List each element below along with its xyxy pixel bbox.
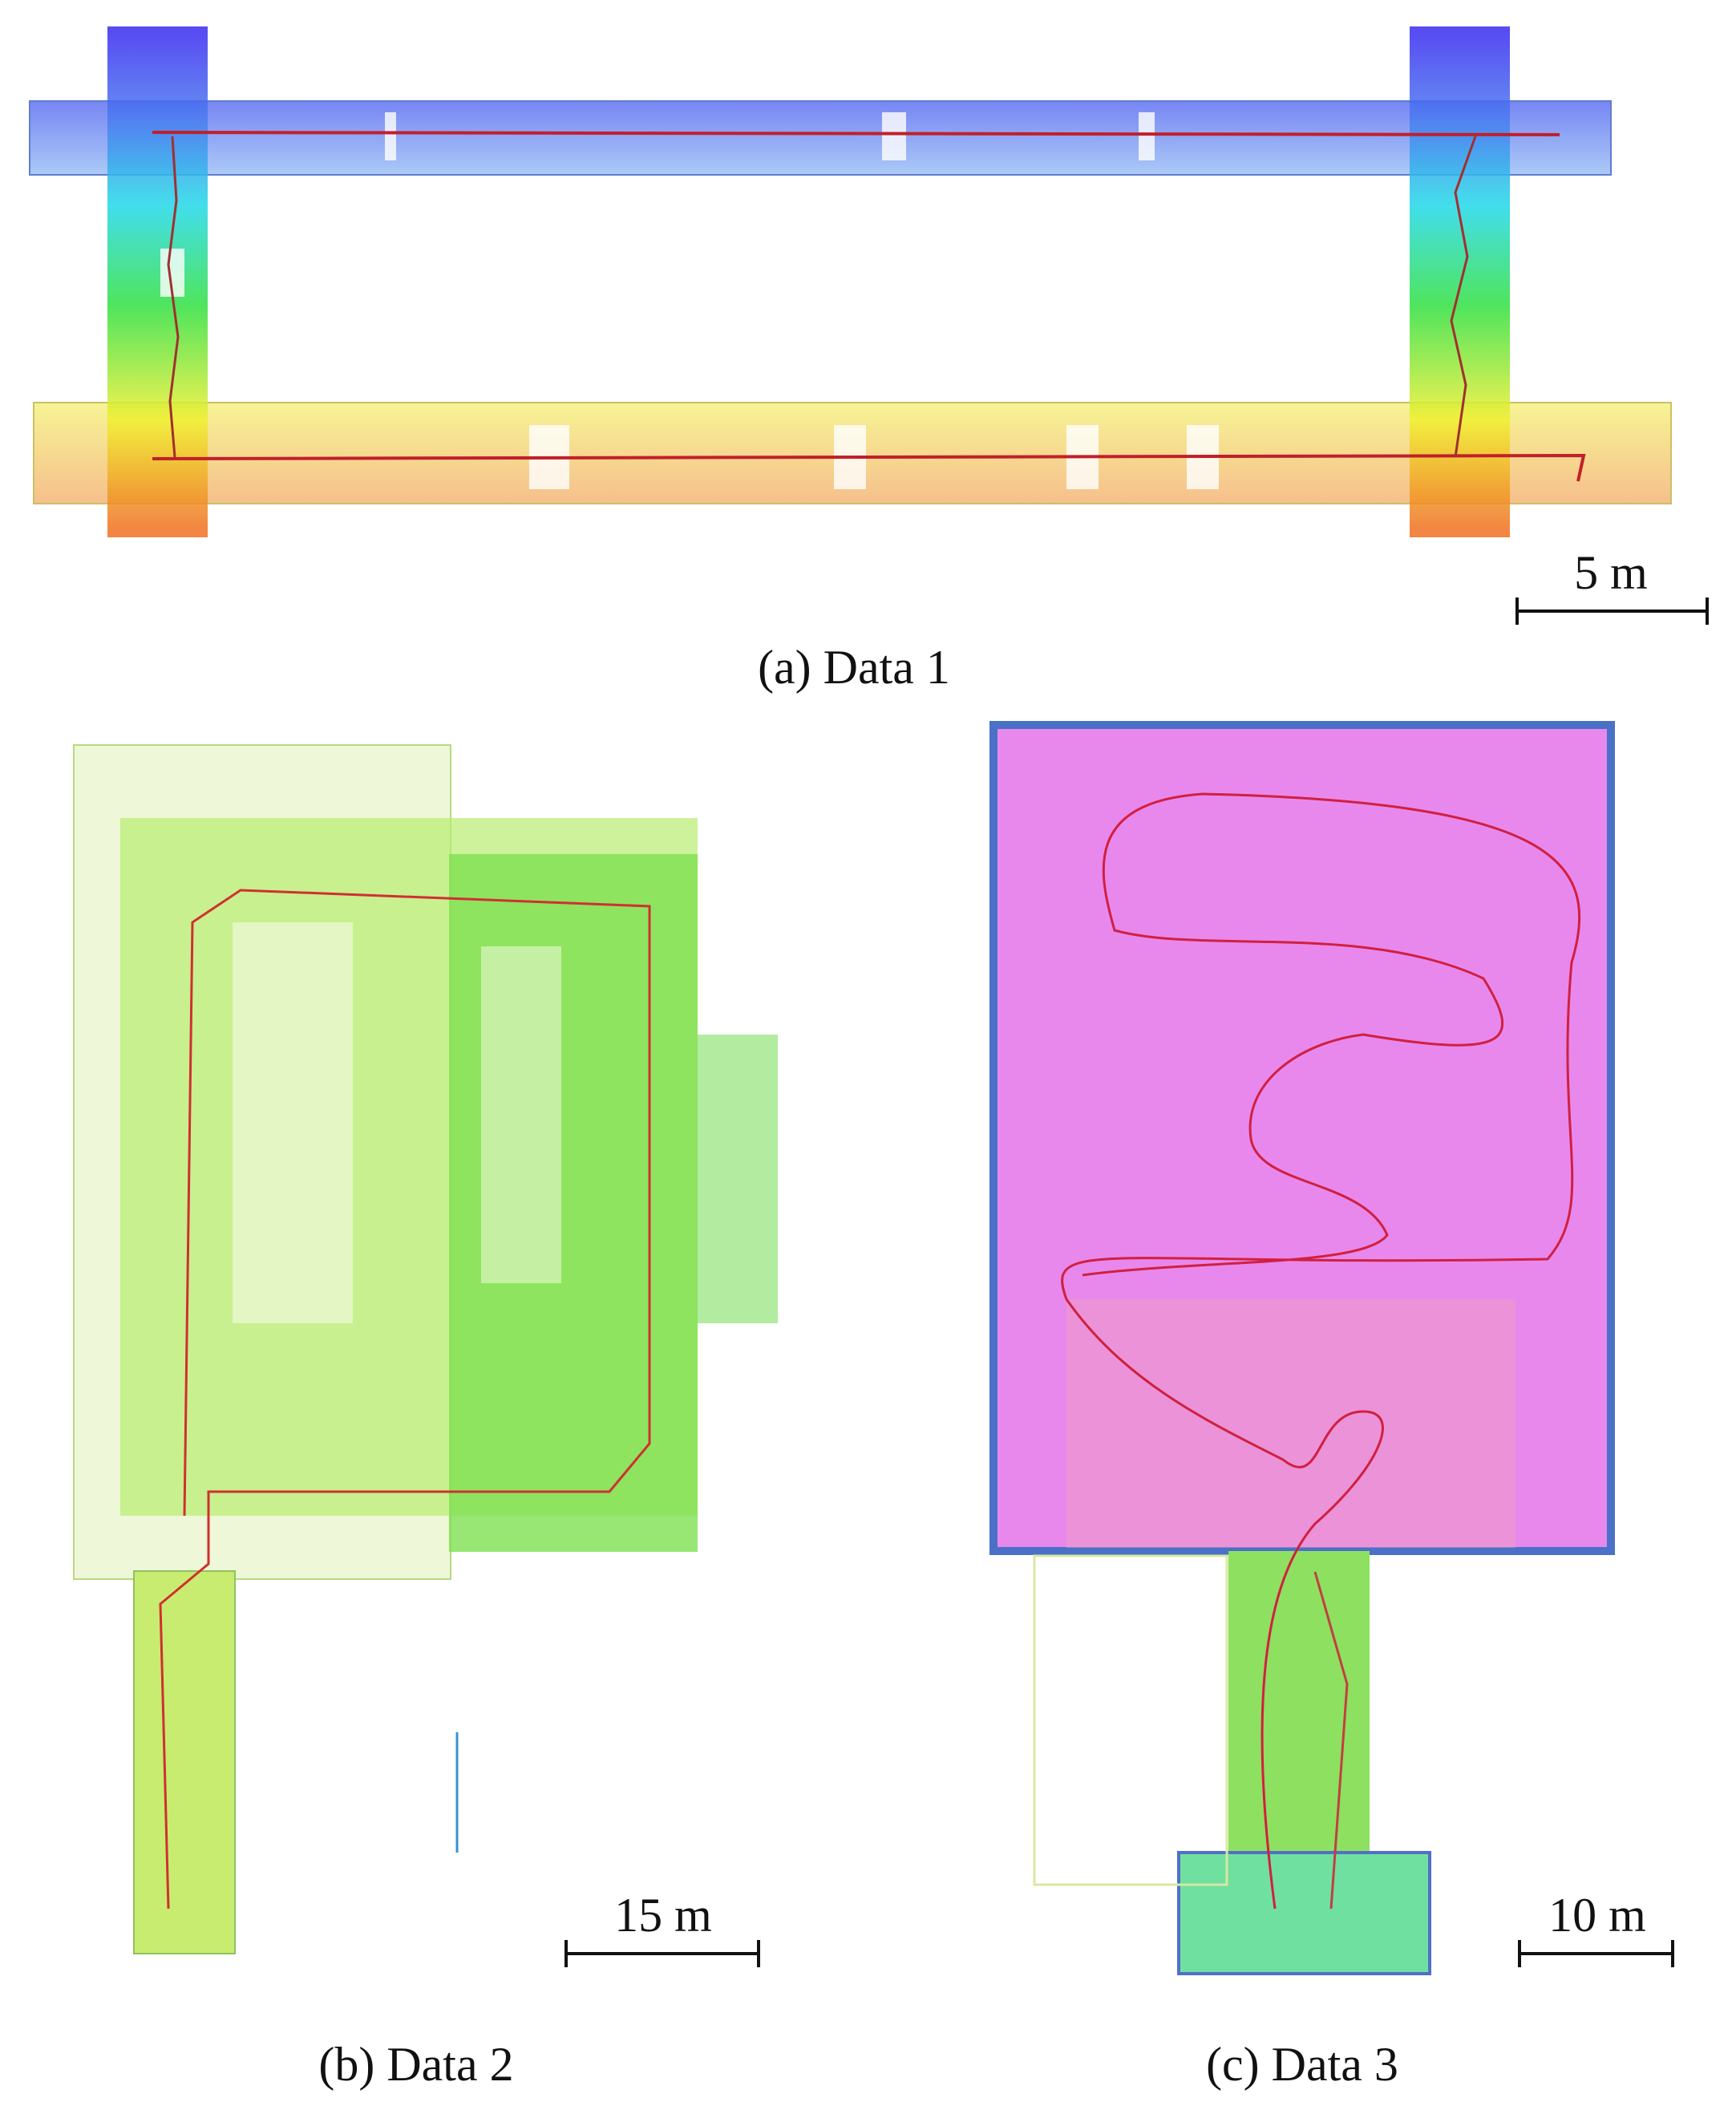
scale-label: 15 m	[614, 1889, 712, 1942]
caption: (c) Data 3	[1206, 2038, 1398, 2091]
scale-bar-c	[1518, 1940, 1674, 1967]
caption: (b) Data 2	[318, 2038, 513, 2091]
map-data-3	[989, 721, 1615, 1975]
scale-bar-a	[1515, 597, 1709, 625]
scale-label: 10 m	[1548, 1889, 1646, 1942]
scale-label: 5 m	[1574, 546, 1648, 599]
scale-bar-b	[565, 1940, 760, 1967]
caption: (a) Data 1	[758, 641, 950, 694]
map-data-1	[29, 26, 1672, 537]
map-data-2	[73, 744, 778, 1954]
